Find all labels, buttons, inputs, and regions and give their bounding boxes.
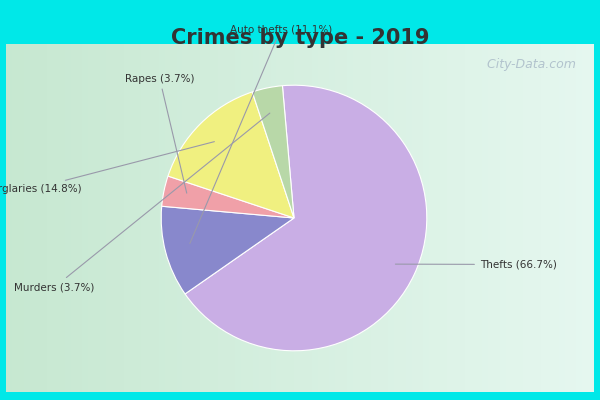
Wedge shape [161, 206, 294, 294]
Text: Burglaries (14.8%): Burglaries (14.8%) [0, 142, 214, 194]
Wedge shape [252, 86, 294, 218]
Wedge shape [185, 85, 427, 351]
Text: Rapes (3.7%): Rapes (3.7%) [125, 74, 194, 193]
Text: Thefts (66.7%): Thefts (66.7%) [395, 260, 557, 270]
Text: Murders (3.7%): Murders (3.7%) [14, 113, 270, 292]
Text: City-Data.com: City-Data.com [479, 58, 577, 71]
Wedge shape [162, 176, 294, 218]
Text: Crimes by type - 2019: Crimes by type - 2019 [171, 28, 429, 48]
Wedge shape [168, 92, 294, 218]
Text: Auto thefts (11.1%): Auto thefts (11.1%) [190, 24, 332, 244]
